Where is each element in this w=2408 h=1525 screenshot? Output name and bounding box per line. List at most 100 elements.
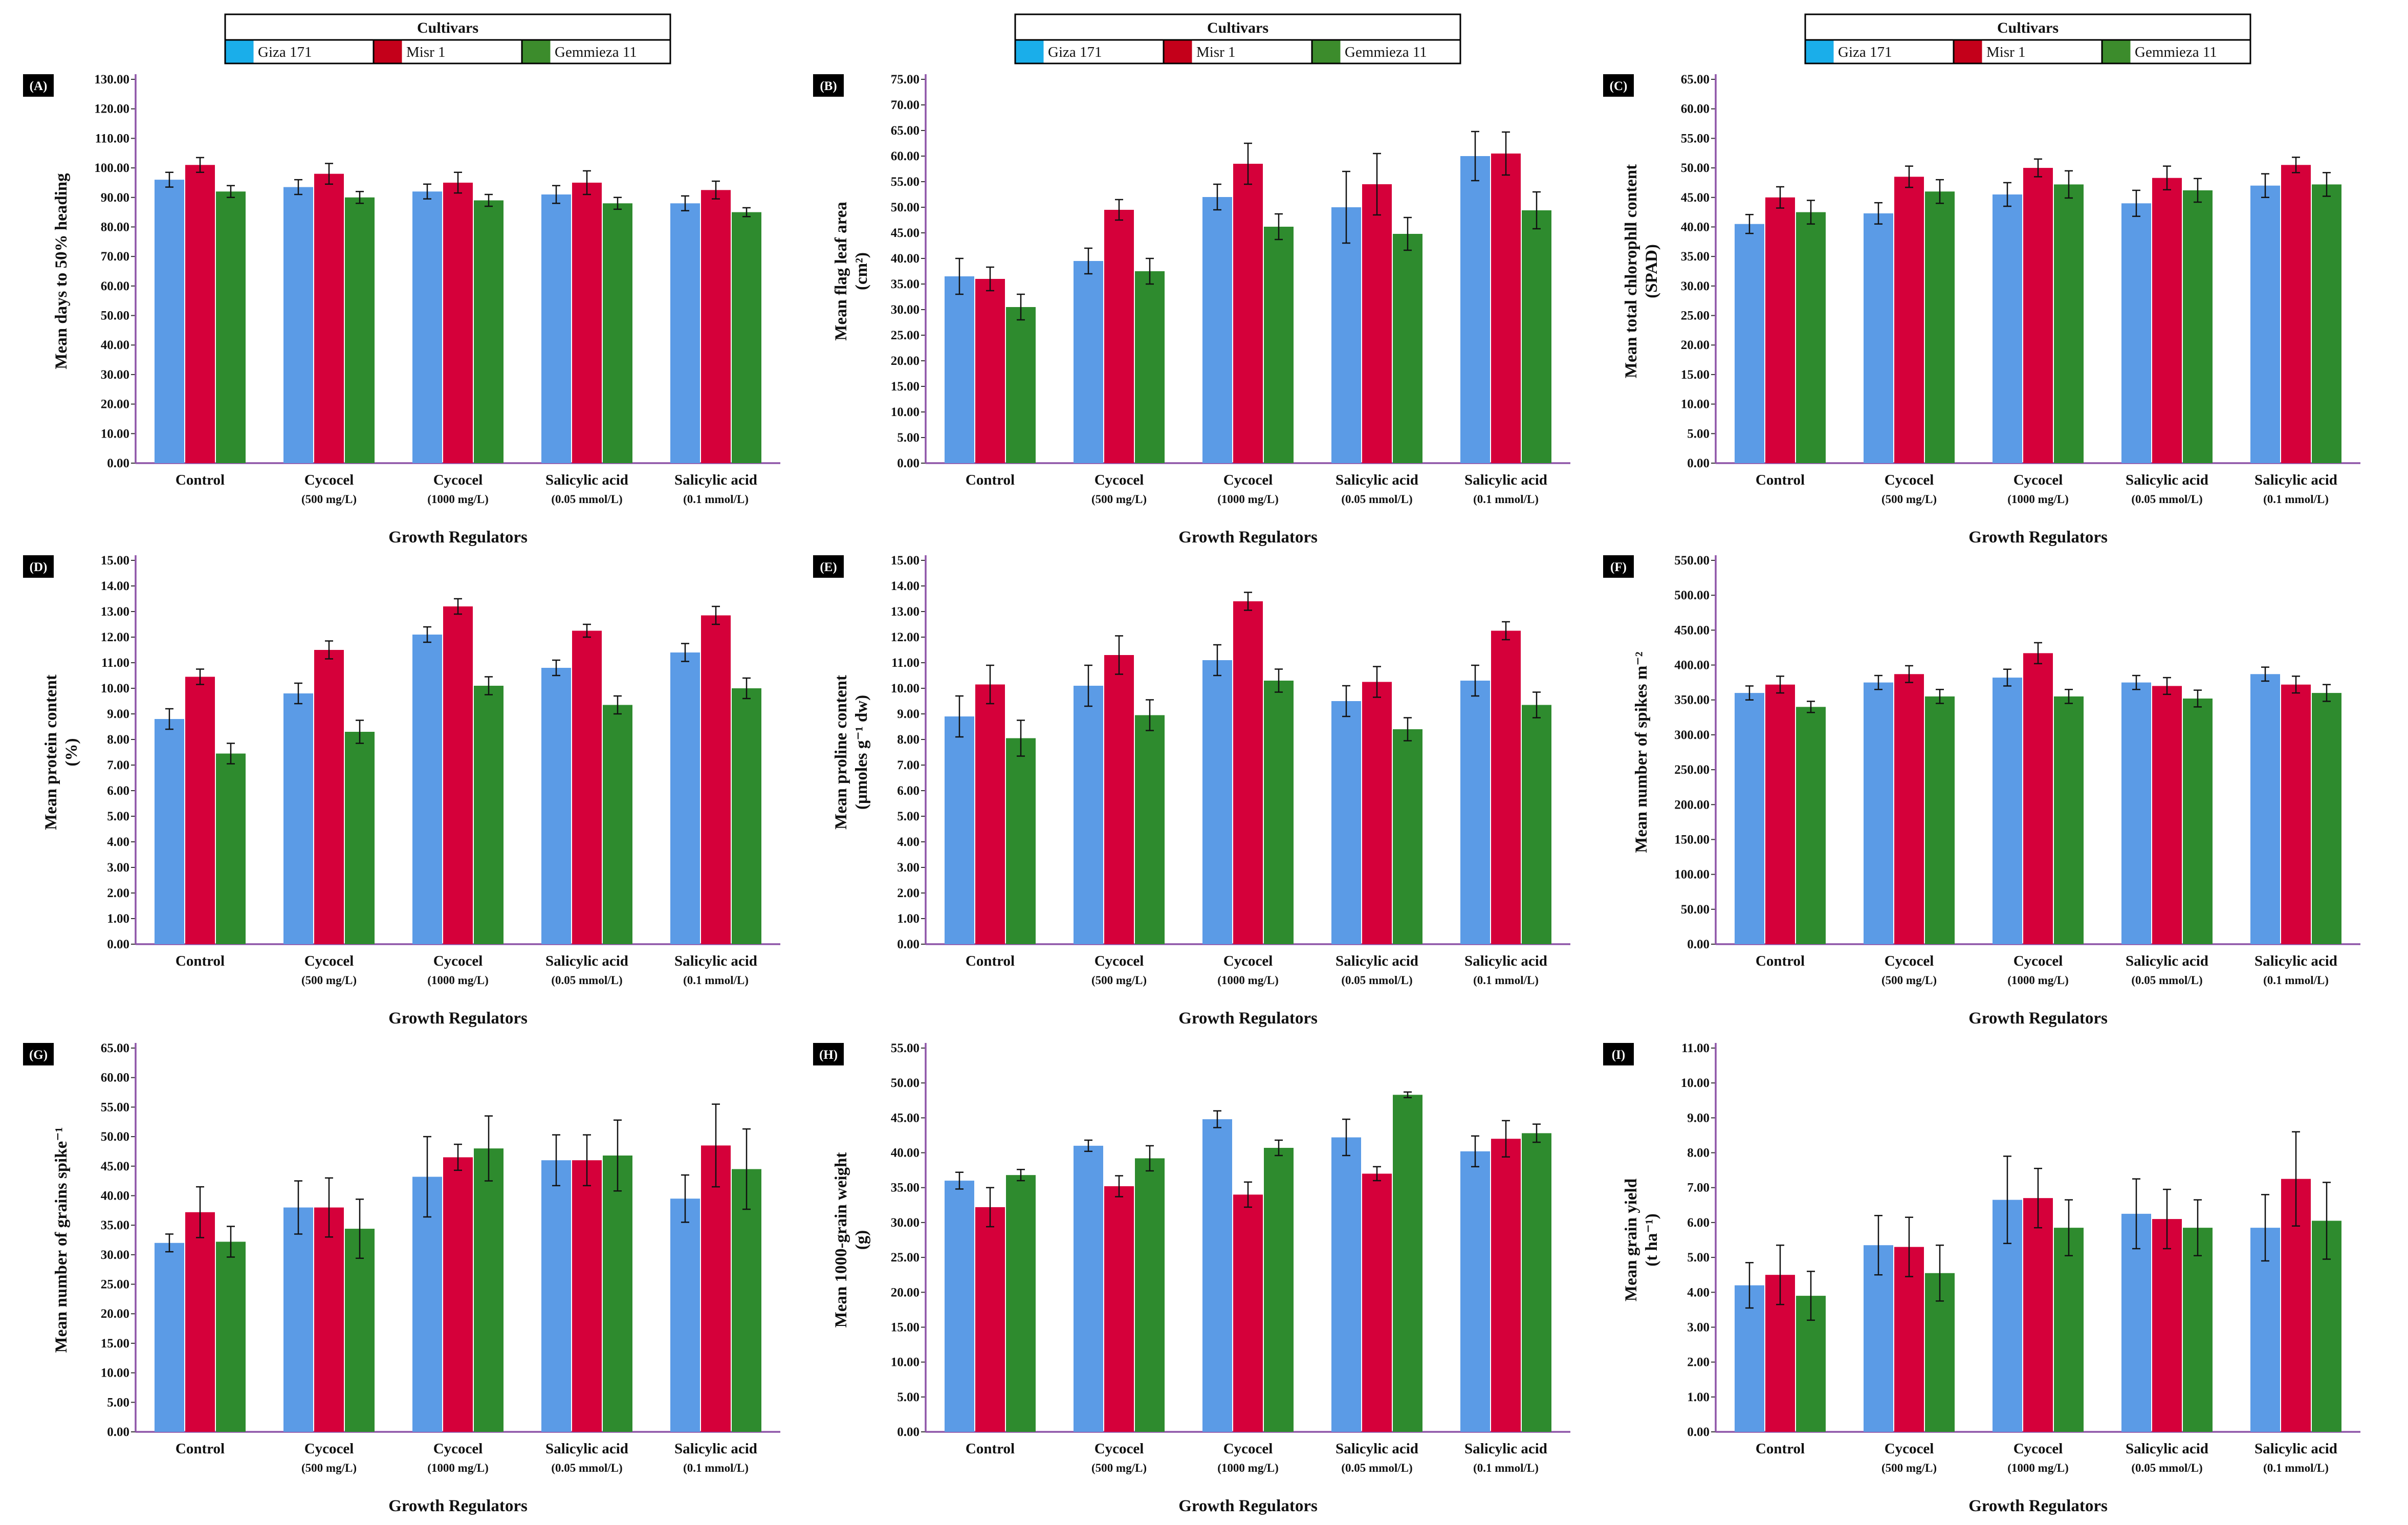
y-axis-title-line: Mean flag leaf area bbox=[832, 202, 850, 341]
bar bbox=[1233, 164, 1263, 463]
y-tick-label: 1.00 bbox=[107, 912, 129, 926]
bar bbox=[1393, 729, 1422, 944]
y-tick-label: 25.00 bbox=[101, 1278, 129, 1292]
y-tick-label: 50.00 bbox=[891, 201, 920, 214]
x-category-sublabel: (0.1 mmol/L) bbox=[2263, 974, 2329, 987]
y-tick-label: 20.00 bbox=[891, 354, 920, 368]
y-tick-label: 10.00 bbox=[1681, 398, 1710, 411]
bar bbox=[2183, 1228, 2213, 1432]
y-tick-label: 11.00 bbox=[891, 656, 920, 670]
bar bbox=[345, 197, 375, 463]
bar bbox=[474, 1148, 504, 1432]
y-tick-label: 9.00 bbox=[897, 707, 920, 721]
bar bbox=[1104, 210, 1134, 463]
y-tick-label: 5.00 bbox=[897, 810, 920, 823]
bar bbox=[283, 187, 313, 464]
x-category-sublabel: (500 mg/L) bbox=[1881, 493, 1937, 506]
y-tick-label: 5.00 bbox=[897, 431, 920, 445]
y-tick-label: 100.00 bbox=[1674, 868, 1710, 882]
x-category-sublabel: (1000 mg/L) bbox=[427, 974, 488, 987]
bar bbox=[1362, 1173, 1392, 1432]
bar bbox=[345, 732, 375, 944]
y-axis-title-line: (µmoles g⁻¹ dw) bbox=[852, 695, 871, 810]
y-tick-label: 1.00 bbox=[1687, 1390, 1710, 1404]
bar bbox=[155, 1243, 184, 1432]
y-tick-label: 0.00 bbox=[1687, 1425, 1710, 1439]
x-category-label: Salicylic acid bbox=[2126, 1441, 2208, 1457]
bar bbox=[2054, 184, 2084, 463]
x-category-label: Cycocel bbox=[2013, 1441, 2063, 1457]
panel-letter: (C) bbox=[1610, 79, 1628, 93]
legend-title: Cultivars bbox=[1997, 19, 2059, 36]
bar bbox=[1522, 210, 1551, 463]
bar bbox=[701, 190, 731, 463]
y-tick-label: 0.00 bbox=[107, 1425, 129, 1439]
y-axis-title-line: Mean total chlorophll content bbox=[1622, 164, 1640, 378]
x-category-label: Cycocel bbox=[433, 1441, 483, 1457]
panel-letter-badge: (A) bbox=[23, 74, 54, 97]
bar bbox=[1491, 154, 1521, 463]
panel-letter-box bbox=[1603, 555, 1634, 578]
y-tick-label: 11.00 bbox=[101, 656, 129, 670]
y-tick-label: 40.00 bbox=[101, 338, 129, 352]
y-tick-label: 3.00 bbox=[897, 861, 920, 875]
y-tick-label: 35.00 bbox=[101, 1218, 129, 1232]
y-axis-ticks: 0.00 5.00 10.00 15.00 20.00 25.00 30.00 35.00 40… bbox=[891, 73, 926, 470]
chart-panel-7: (G) 0.00 5.00 10.00 15.00 20.00 25.00 30.00 35.0… bbox=[23, 1041, 780, 1515]
bar bbox=[2152, 1219, 2182, 1432]
y-tick-label: 7.00 bbox=[897, 758, 920, 772]
x-category-label: Salicylic acid bbox=[1336, 472, 1418, 488]
panel-letter-badge: (C) bbox=[1603, 74, 1634, 97]
x-category-sublabel: (1000 mg/L) bbox=[427, 493, 488, 506]
y-tick-label: 55.00 bbox=[1681, 132, 1710, 145]
bar bbox=[2281, 165, 2311, 463]
y-tick-label: 10.00 bbox=[101, 427, 129, 441]
bar bbox=[541, 668, 571, 944]
legend: Cultivars Giza 171 Misr 1 Gemmieza 11 bbox=[1014, 13, 1461, 64]
x-category-sublabel: (0.05 mmol/L) bbox=[1341, 1462, 1412, 1474]
bar bbox=[185, 677, 215, 944]
y-tick-label: 500.00 bbox=[1674, 589, 1710, 602]
y-tick-label: 55.00 bbox=[891, 175, 920, 189]
x-category-label: Control bbox=[966, 1441, 1015, 1457]
legend-title: Cultivars bbox=[417, 19, 478, 36]
x-axis-title: Growth Regulators bbox=[388, 1497, 528, 1515]
x-category-sublabel: (1000 mg/L) bbox=[427, 1462, 488, 1474]
y-tick-label: 9.00 bbox=[1687, 1111, 1710, 1125]
y-tick-label: 8.00 bbox=[897, 733, 920, 747]
y-tick-label: 10.00 bbox=[101, 1366, 129, 1380]
legend-label: Gemmieza 11 bbox=[2135, 44, 2217, 60]
bar bbox=[1104, 1186, 1134, 1432]
legend-swatch bbox=[522, 40, 551, 63]
x-category-sublabel: (0.1 mmol/L) bbox=[1473, 1462, 1539, 1474]
bar bbox=[1331, 207, 1361, 463]
y-tick-label: 15.00 bbox=[1681, 368, 1710, 382]
y-tick-label: 30.00 bbox=[891, 1216, 920, 1230]
y-axis-title: Mean number of spikes m⁻² bbox=[1632, 651, 1651, 853]
x-category-label: Control bbox=[176, 953, 225, 969]
legend-swatch bbox=[1806, 40, 1834, 63]
panel-letter: (B) bbox=[820, 79, 837, 93]
legend-swatch bbox=[1016, 40, 1044, 63]
bar bbox=[1894, 1247, 1924, 1432]
legend-swatch bbox=[1954, 40, 1982, 63]
bar bbox=[1074, 261, 1103, 463]
legend-label: Misr 1 bbox=[406, 44, 446, 60]
y-tick-label: 15.00 bbox=[891, 554, 920, 568]
y-tick-label: 70.00 bbox=[891, 98, 920, 112]
bar bbox=[1491, 1139, 1521, 1432]
bar bbox=[412, 635, 442, 944]
x-category-label: Salicylic acid bbox=[545, 472, 628, 488]
bar bbox=[945, 1181, 974, 1432]
y-tick-label: 55.00 bbox=[891, 1041, 920, 1055]
y-tick-label: 55.00 bbox=[101, 1100, 129, 1114]
y-axis-title-line: Mean number of grains spike⁻¹ bbox=[52, 1127, 71, 1353]
legend-title-box bbox=[1014, 13, 1461, 41]
x-category-sublabel: (0.1 mmol/L) bbox=[683, 1462, 749, 1474]
y-tick-label: 450.00 bbox=[1674, 623, 1710, 637]
bar bbox=[1362, 184, 1392, 463]
y-tick-label: 4.00 bbox=[897, 835, 920, 849]
x-category-sublabel: (500 mg/L) bbox=[301, 974, 357, 987]
x-category-label: Control bbox=[1756, 953, 1805, 969]
y-tick-label: 6.00 bbox=[1687, 1216, 1710, 1230]
